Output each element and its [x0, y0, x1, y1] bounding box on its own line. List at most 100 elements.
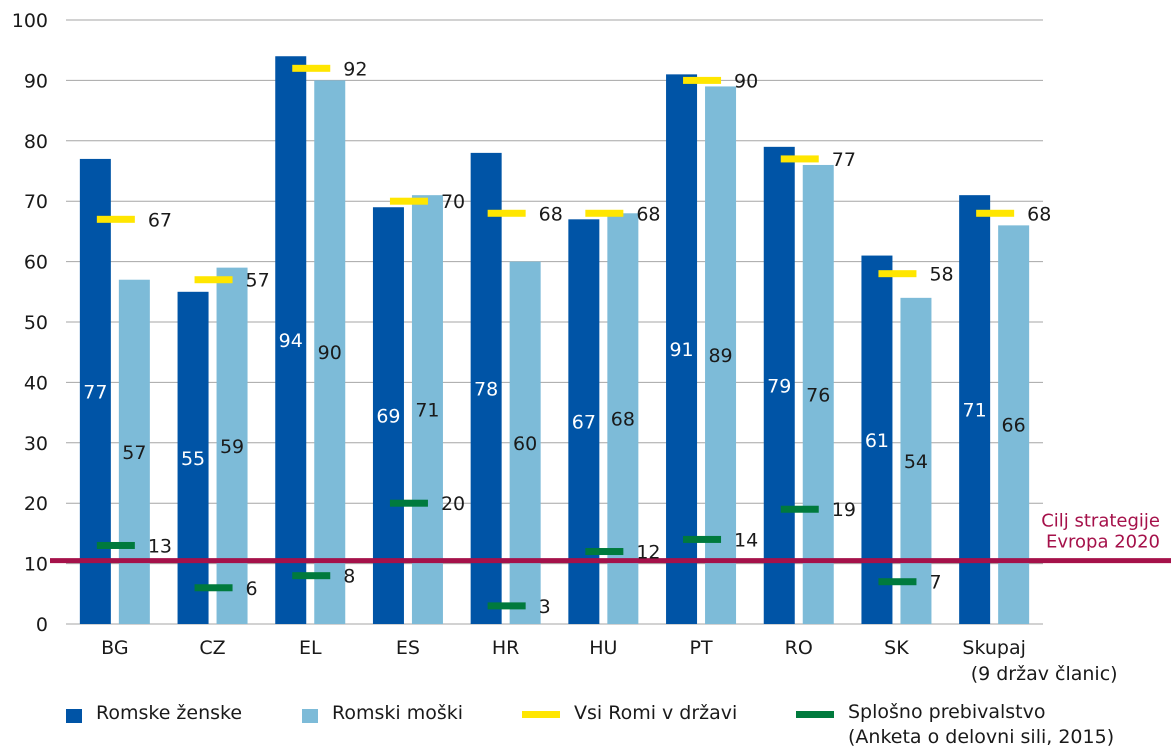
x-tick-label: PT [690, 637, 713, 659]
bar-women [177, 291, 209, 624]
legend-swatch-men [302, 709, 318, 723]
marker-all-roma [780, 155, 819, 163]
bar-women [959, 195, 991, 624]
target-label-line: Cilj strategije [1041, 511, 1160, 532]
x-tick-label: Skupaj (9 držav članic) [962, 637, 1117, 685]
bar-men [998, 225, 1030, 625]
marker-general-population-label: 3 [539, 596, 551, 618]
bar-men [314, 80, 346, 624]
bar-men [802, 164, 834, 624]
y-tick-label: 60 [24, 252, 48, 274]
bar-value-label: 89 [708, 345, 732, 367]
legend-label-women: Romske ženske [96, 702, 243, 724]
marker-general-population [878, 578, 917, 586]
y-tick-label: 40 [24, 372, 48, 394]
y-axis-ticks: 0 10 20 30 40 50 60 70 80 90 100 [12, 10, 48, 636]
bar-men [509, 261, 541, 624]
marker-all-roma [194, 276, 233, 284]
x-tick-label-line: PT [690, 637, 713, 659]
bar-women [568, 219, 600, 624]
bar-value-label: 76 [806, 384, 830, 406]
marker-general-population-label: 14 [734, 529, 758, 551]
bar-men [900, 297, 932, 624]
y-tick-label: 30 [24, 433, 48, 455]
bar-women [666, 74, 698, 625]
y-tick-label: 20 [24, 493, 48, 515]
marker-general-population [96, 541, 135, 549]
x-tick-label-line: Skupaj [962, 637, 1026, 659]
bar-value-label: 71 [415, 400, 439, 422]
marker-all-roma [976, 209, 1015, 217]
y-tick-label: 70 [24, 191, 48, 213]
bar-value-label: 66 [1002, 415, 1026, 437]
bar-value-label: 55 [181, 448, 205, 470]
x-tick-label-line: (9 držav članic) [971, 663, 1118, 685]
marker-all-roma [389, 197, 428, 205]
bar-value-label: 79 [767, 375, 791, 397]
bar-value-label: 77 [83, 381, 107, 403]
grid-lines [66, 19, 1043, 625]
marker-general-population-label: 13 [148, 535, 172, 557]
marker-general-population-label: 6 [246, 578, 258, 600]
marker-general-population-label: 20 [441, 493, 465, 515]
x-tick-label: RO [785, 637, 813, 659]
bar-value-label: 68 [611, 409, 635, 431]
x-tick-label-line: EL [299, 637, 322, 659]
x-tick-label: CZ [199, 637, 225, 659]
marker-general-population-label: 19 [832, 499, 856, 521]
x-tick-label: EL [299, 637, 322, 659]
marker-all-roma [878, 270, 917, 278]
bar-value-label: 94 [279, 330, 303, 352]
bar-value-label: 69 [376, 406, 400, 428]
bar-women [470, 152, 502, 624]
x-tick-label: ES [396, 637, 420, 659]
target-line-group: Cilj strategije Evropa 2020 [50, 511, 1171, 564]
bar-value-label: 59 [220, 436, 244, 458]
marker-all-roma [292, 64, 331, 72]
x-tick-label-line: CZ [199, 637, 225, 659]
bar-men [216, 267, 248, 624]
marker-all-roma-label: 90 [734, 70, 758, 92]
legend-label-all-roma: Vsi Romi v državi [574, 702, 738, 724]
target-label: Cilj strategije Evropa 2020 [1041, 511, 1160, 553]
marker-all-roma-label: 67 [148, 209, 172, 231]
y-tick-label: 50 [24, 312, 48, 334]
marker-all-roma-label: 58 [929, 264, 953, 286]
bar-value-label: 71 [963, 400, 987, 422]
legend-swatch-women [66, 709, 82, 723]
marker-general-population [780, 505, 819, 513]
marker-general-population-label: 8 [343, 566, 355, 588]
bar-men [411, 195, 443, 624]
marker-all-roma-label: 68 [636, 203, 660, 225]
bar-value-label: 90 [318, 342, 342, 364]
marker-all-roma-label: 77 [832, 149, 856, 171]
x-tick-label: BG [101, 637, 128, 659]
marker-general-population-label: 12 [636, 542, 660, 564]
legend-label-general-population: Splošno prebivalstvo (Anketa o delovni s… [848, 701, 1115, 748]
marker-general-population [585, 548, 624, 556]
bar-value-label: 57 [122, 442, 146, 464]
marker-all-roma-label: 70 [441, 191, 465, 213]
marker-all-roma-label: 57 [246, 270, 270, 292]
x-tick-label-line: ES [396, 637, 420, 659]
y-tick-label: 0 [36, 614, 48, 636]
bar-value-label: 60 [513, 433, 537, 455]
x-tick-label: HR [492, 637, 520, 659]
marker-all-roma [683, 76, 722, 84]
legend-label-men: Romski moški [332, 702, 464, 724]
x-axis-ticks: BG CZ EL ES HR HU PT RO SK Skupaj (9 držav članic) [101, 637, 1117, 685]
marker-general-population [194, 584, 233, 592]
y-tick-label: 100 [12, 10, 48, 32]
marker-all-roma-label: 92 [343, 58, 367, 80]
marker-all-roma-label: 68 [1027, 203, 1051, 225]
marker-general-population-label: 7 [929, 572, 941, 594]
target-label-line: Evropa 2020 [1046, 532, 1160, 553]
bar-men [118, 279, 150, 624]
bar-value-label: 67 [572, 412, 596, 434]
marker-general-population [683, 535, 722, 543]
y-tick-label: 80 [24, 131, 48, 153]
x-tick-label-line: RO [785, 637, 813, 659]
